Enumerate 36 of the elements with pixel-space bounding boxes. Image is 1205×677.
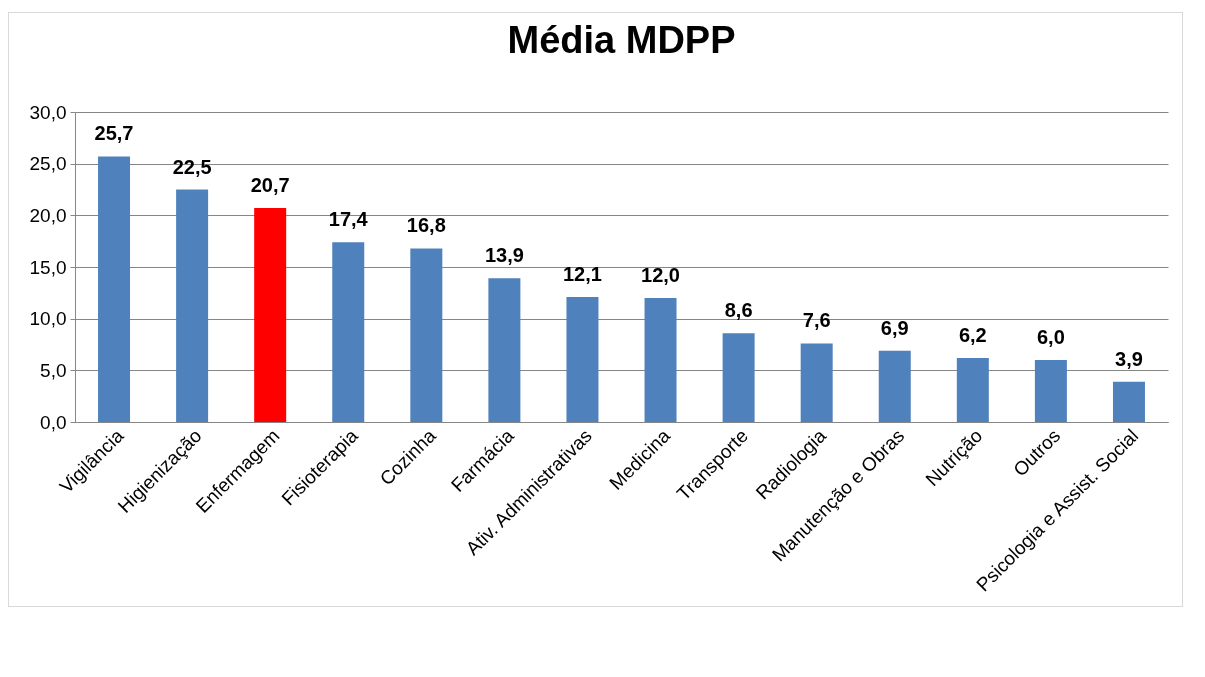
data-label: 17,4 <box>328 208 369 231</box>
data-label: 20,7 <box>250 174 290 197</box>
data-label: 3,9 <box>1115 347 1143 370</box>
data-label: 22,5 <box>172 155 212 178</box>
y-tick-label: 15,0 <box>29 256 67 278</box>
data-label: 6,2 <box>958 323 987 346</box>
data-label: 8,6 <box>724 299 753 322</box>
y-tick-label: 0,0 <box>40 411 67 433</box>
bar <box>1034 360 1067 422</box>
bar <box>332 242 365 422</box>
bar <box>1112 381 1145 422</box>
bar <box>98 156 131 422</box>
y-tick-label: 25,0 <box>29 153 67 175</box>
bar <box>488 278 521 422</box>
chart-title: Média MDPP <box>507 19 736 61</box>
data-label: 6,0 <box>1036 326 1065 348</box>
bar <box>722 333 755 422</box>
data-label: 13,9 <box>484 244 524 267</box>
y-tick-label: 30,0 <box>29 101 67 123</box>
data-label: 7,6 <box>802 309 831 332</box>
data-label: 12,0 <box>641 264 680 286</box>
bar <box>956 357 989 422</box>
data-label: 25,7 <box>94 122 134 145</box>
data-label: 6,9 <box>880 316 909 339</box>
bar <box>800 343 833 422</box>
bar <box>254 208 287 422</box>
bar <box>644 298 677 422</box>
bar <box>566 296 599 422</box>
bar <box>878 350 911 422</box>
bar <box>176 189 209 422</box>
data-label: 16,8 <box>406 214 446 237</box>
bar <box>410 248 443 422</box>
y-tick-label: 10,0 <box>29 308 67 330</box>
data-label: 12,1 <box>563 262 602 285</box>
y-tick-label: 5,0 <box>40 359 67 381</box>
y-tick-label: 20,0 <box>29 204 67 226</box>
